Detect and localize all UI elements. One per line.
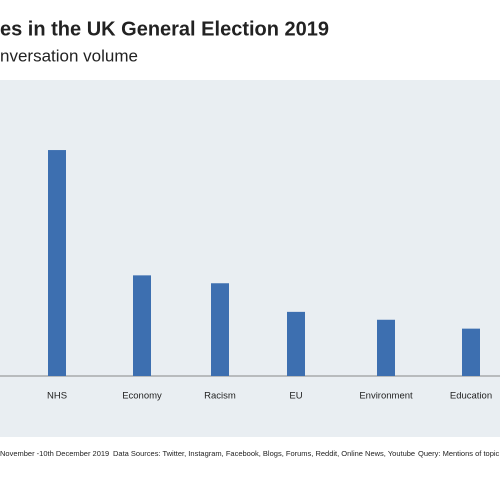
x-tick-label: Economy (122, 391, 162, 402)
bar (48, 150, 66, 376)
footer-query: Query: Mentions of topic (418, 449, 500, 458)
footer-date: November -10th December 2019 (0, 449, 109, 458)
bar (462, 328, 480, 376)
x-tick-label: Environment (359, 391, 413, 402)
bar (133, 275, 151, 376)
x-tick-label: Education (450, 391, 492, 402)
plot-background (0, 80, 500, 437)
bar (211, 283, 229, 376)
x-tick-label: NHS (47, 391, 67, 402)
chart-title: es in the UK General Election 2019 (0, 18, 329, 40)
footer-sources: Data Sources: Twitter, Instagram, Facebo… (113, 449, 415, 458)
bar (377, 319, 395, 376)
chart-subtitle: nversation volume (0, 46, 138, 65)
x-tick-label: EU (289, 391, 302, 402)
x-tick-label: Racism (204, 391, 236, 402)
bar (287, 311, 305, 376)
